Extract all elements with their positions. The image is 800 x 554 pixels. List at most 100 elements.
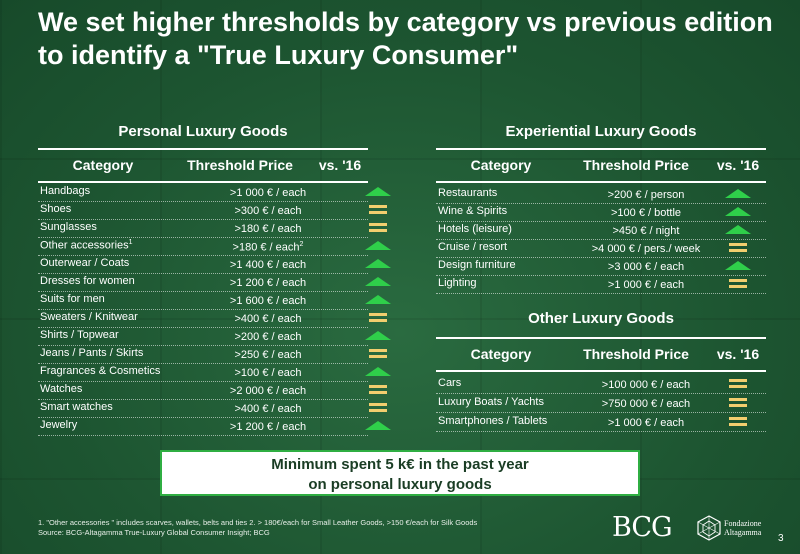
row-separator xyxy=(436,203,766,204)
table-row: Suits for men >1 600 € / each xyxy=(38,292,391,310)
table-row: Watches >2 000 € / each xyxy=(38,382,387,400)
row-category: Watches xyxy=(40,383,82,395)
other-section-title: Other Luxury Goods xyxy=(528,310,674,327)
trend-equal-icon xyxy=(365,221,391,235)
row-category-text: Other accessories xyxy=(40,239,129,252)
table-row: Design furniture >3 000 € / each xyxy=(436,258,766,276)
row-category: Shoes xyxy=(40,203,71,215)
row-threshold-price: >400 € / each xyxy=(198,313,338,325)
trend-equal-icon xyxy=(365,203,391,217)
footnote-marker: 2 xyxy=(299,241,304,248)
altagamma-emblem-icon xyxy=(697,515,721,541)
row-threshold-price: >100 000 € / each xyxy=(572,379,720,391)
row-category: Design furniture xyxy=(438,259,516,271)
row-category: Smart watches xyxy=(40,401,113,413)
trend-up-icon xyxy=(725,259,751,273)
trend-up-icon xyxy=(725,187,751,201)
row-threshold-price-text: >4 000 € / pers./ week xyxy=(591,243,701,255)
experiential-col-threshold: Threshold Price xyxy=(583,157,689,173)
triangle-up-shape xyxy=(725,189,751,198)
footnote-source: Source: BCG-Altagamma True-Luxury Global… xyxy=(38,528,270,537)
trend-up-icon xyxy=(365,185,391,199)
row-category-text: Sweaters / Knitwear xyxy=(40,311,138,323)
row-threshold-price-text: >1 600 € / each xyxy=(229,295,307,307)
other-header-rule-top xyxy=(436,337,766,339)
row-separator xyxy=(436,221,766,222)
equal-bars-shape xyxy=(369,205,387,214)
table-row: Hotels (leisure) >450 € / night xyxy=(436,222,766,240)
personal-col-category: Category xyxy=(72,157,134,173)
row-category-text: Smart watches xyxy=(40,401,113,413)
trend-equal-icon xyxy=(365,401,391,415)
row-category: Luxury Boats / Yachts xyxy=(438,396,544,408)
table-row: Shoes >300 € / each xyxy=(38,202,387,220)
row-threshold-price-text: >100 € / bottle xyxy=(610,207,682,219)
row-threshold-price: >180 € / each xyxy=(198,223,338,235)
row-category-text: Dresses for women xyxy=(40,275,135,287)
row-category-text: Cars xyxy=(438,377,462,389)
row-separator xyxy=(38,273,368,274)
trend-up-icon xyxy=(725,223,751,237)
table-row: Shirts / Topwear >200 € / each xyxy=(38,328,391,346)
table-row: Wine & Spirits >100 € / bottle xyxy=(436,204,766,222)
row-category-text: Suits for men xyxy=(40,293,105,305)
row-category-text: Wine & Spirits xyxy=(438,205,508,217)
trend-equal-icon xyxy=(725,415,751,429)
row-category-text: Jewelry xyxy=(40,419,78,431)
row-category: Dresses for women xyxy=(40,275,135,287)
row-threshold-price-text: >1 000 € / each xyxy=(229,187,307,199)
row-threshold-price: >1 000 € / each xyxy=(198,187,338,199)
row-separator xyxy=(38,201,368,202)
experiential-section-title: Experiential Luxury Goods xyxy=(505,123,697,140)
altagamma-logo-text: Fondazione Altagamma xyxy=(724,519,761,537)
row-threshold-price: >450 € / night xyxy=(572,225,720,237)
table-row: Jeans / Pants / Skirts >250 € / each xyxy=(38,346,387,364)
triangle-up-shape xyxy=(365,421,391,430)
row-category: Suits for men xyxy=(40,293,105,305)
table-row: Sweaters / Knitwear >400 € / each xyxy=(38,310,387,328)
table-row: Fragrances & Cosmetics >100 € / each xyxy=(38,364,391,382)
row-threshold-price-text: >180 € / each xyxy=(232,241,300,254)
callout-line-2: on personal luxury goods xyxy=(308,476,492,493)
row-threshold-price: >1 400 € / each xyxy=(198,259,338,271)
footnote: 1. "Other accessories " includes scarves… xyxy=(38,518,477,538)
row-separator xyxy=(436,412,766,413)
trend-up-icon xyxy=(365,365,391,379)
other-col-threshold: Threshold Price xyxy=(583,346,689,362)
row-threshold-price: >100 € / each xyxy=(198,367,338,379)
row-category-text: Cruise / resort xyxy=(438,241,508,253)
row-category-text: Lighting xyxy=(438,277,477,289)
minimum-spend-callout: Minimum spent 5 k€ in the past year on p… xyxy=(160,450,640,496)
row-threshold-price-text: >1 400 € / each xyxy=(229,259,307,271)
row-threshold-price-text: >250 € / each xyxy=(234,349,302,361)
row-category: Hotels (leisure) xyxy=(438,223,512,235)
triangle-up-shape xyxy=(365,277,391,286)
triangle-up-shape xyxy=(365,187,391,196)
table-row: Lighting >1 000 € / each xyxy=(436,276,766,294)
triangle-up-shape xyxy=(365,331,391,340)
row-category: Fragrances & Cosmetics xyxy=(40,365,160,377)
row-category-text: Jeans / Pants / Skirts xyxy=(40,347,144,359)
row-threshold-price: >3 000 € / each xyxy=(572,261,720,273)
row-threshold-price: >180 € / each2 xyxy=(198,241,338,254)
row-threshold-price-text: >400 € / each xyxy=(234,403,302,415)
equal-bars-shape xyxy=(729,243,747,252)
row-threshold-price: >1 200 € / each xyxy=(198,277,338,289)
row-threshold-price-text: >450 € / night xyxy=(612,225,680,237)
row-category: Sunglasses xyxy=(40,221,97,233)
row-separator xyxy=(38,417,368,418)
table-row: Restaurants >200 € / person xyxy=(436,186,766,204)
row-category: Other accessories1 xyxy=(40,239,133,252)
table-row: Outerwear / Coats >1 400 € / each xyxy=(38,256,391,274)
row-separator xyxy=(38,435,368,436)
row-category: Jewelry xyxy=(40,419,77,431)
row-category-text: Fragrances & Cosmetics xyxy=(40,365,161,377)
trend-up-icon xyxy=(365,239,391,253)
row-threshold-price: >750 000 € / each xyxy=(572,398,720,410)
other-header-rule-bottom xyxy=(436,370,766,372)
triangle-up-shape xyxy=(725,225,751,234)
row-threshold-price-text: >750 000 € / each xyxy=(601,398,691,410)
equal-bars-shape xyxy=(369,223,387,232)
row-separator xyxy=(38,381,368,382)
equal-bars-shape xyxy=(369,313,387,322)
